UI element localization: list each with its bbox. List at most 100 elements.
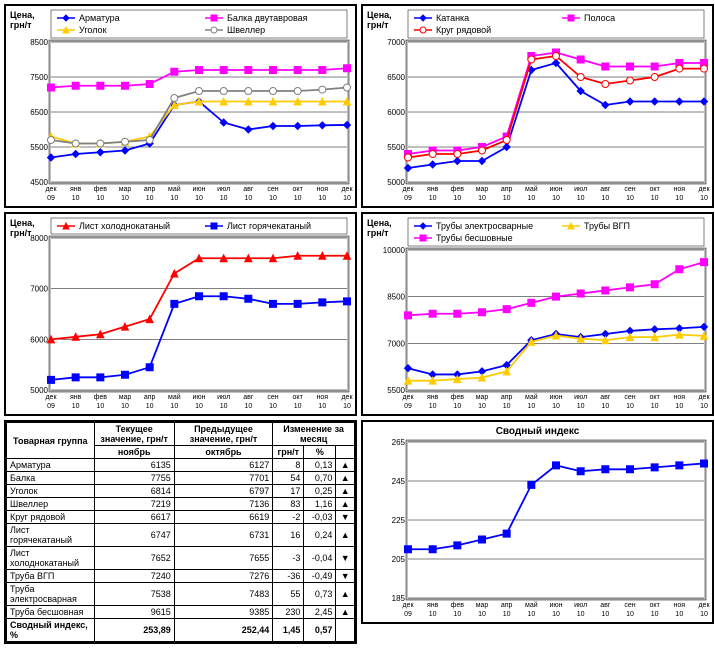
svg-text:мар: мар [119,186,132,193]
svg-text:10: 10 [626,403,634,410]
svg-text:авг: авг [243,394,254,401]
svg-text:сен: сен [624,394,635,401]
svg-text:09: 09 [47,195,55,202]
col-current: Текущее значение, грн/т [94,423,174,446]
svg-text:10: 10 [146,195,154,202]
table-summary-row: Сводный индекс, %253,89252,441,450,57 [7,619,355,642]
svg-text:6000: 6000 [30,335,48,344]
svg-text:фев: фев [451,186,465,193]
svg-text:мар: мар [476,186,489,193]
svg-text:ноя: ноя [674,602,686,609]
summary-table-panel: Товарная группаТекущее значение, грн/тПр… [4,420,357,644]
svg-text:дек: дек [402,394,414,401]
svg-text:июл: июл [574,394,587,401]
svg-text:окт: окт [293,394,304,401]
svg-text:авг: авг [600,602,611,609]
svg-text:фев: фев [451,602,465,609]
svg-text:июн: июн [549,602,562,609]
svg-text:окт: окт [650,602,661,609]
table-row: Арматура6135612780,13▲ [7,459,355,472]
svg-text:июл: июл [574,186,587,193]
svg-text:авг: авг [243,186,254,193]
svg-text:мар: мар [476,394,489,401]
svg-text:апр: апр [501,394,513,401]
col-arrow [336,446,355,459]
dashboard-grid: АрматураБалка двутавроваяУголокШвеллерЦе… [4,4,711,644]
svg-text:Лист холоднокатаный: Лист холоднокатаный [79,221,170,231]
svg-text:ноя: ноя [317,186,329,193]
svg-text:10: 10 [601,195,609,202]
svg-text:10: 10 [318,403,326,410]
svg-text:окт: окт [293,186,304,193]
svg-text:10: 10 [195,195,203,202]
svg-text:10: 10 [527,403,535,410]
svg-text:09: 09 [47,403,55,410]
svg-text:фев: фев [94,186,108,193]
svg-text:10: 10 [294,195,302,202]
svg-text:10: 10 [651,403,659,410]
table-row: Круг рядовой66176619-2-0,03▼ [7,511,355,524]
svg-text:апр: апр [501,602,513,609]
svg-text:10: 10 [577,403,585,410]
svg-text:авг: авг [600,186,611,193]
svg-text:окт: окт [650,186,661,193]
svg-text:июн: июн [549,186,562,193]
svg-text:май: май [525,393,538,401]
svg-text:10: 10 [675,403,683,410]
svg-text:10: 10 [72,195,80,202]
svg-text:10: 10 [626,195,634,202]
svg-text:10: 10 [577,195,585,202]
svg-text:июн: июн [192,186,205,193]
svg-text:Трубы электросварные: Трубы электросварные [436,221,533,231]
svg-text:июл: июл [217,186,230,193]
svg-text:10: 10 [146,403,154,410]
svg-text:10: 10 [552,195,560,202]
svg-text:фев: фев [451,394,465,401]
svg-text:10: 10 [503,195,511,202]
svg-text:Уголок: Уголок [79,25,107,35]
svg-text:мар: мар [476,602,489,609]
svg-text:ноя: ноя [674,186,686,193]
svg-text:10: 10 [269,403,277,410]
svg-text:10: 10 [478,195,486,202]
svg-text:Цена,: Цена, [367,10,392,20]
svg-text:7500: 7500 [30,73,48,82]
svg-text:Цена,: Цена, [10,10,35,20]
svg-text:10: 10 [626,611,634,618]
col-prev: Предыдущее значение, грн/т [174,423,272,446]
svg-text:Сводный индекс: Сводный индекс [496,426,580,437]
svg-text:10: 10 [170,195,178,202]
svg-text:дек: дек [698,186,710,193]
svg-text:дек: дек [402,186,414,193]
col-change-pct: % [304,446,336,459]
svg-text:10: 10 [552,403,560,410]
svg-text:10: 10 [651,611,659,618]
svg-text:10: 10 [244,195,252,202]
svg-text:май: май [525,601,538,609]
svg-text:дек: дек [341,186,353,193]
svg-text:окт: окт [650,394,661,401]
svg-text:грн/т: грн/т [367,228,389,238]
svg-text:7000: 7000 [387,339,405,348]
svg-text:6500: 6500 [30,108,48,117]
svg-text:грн/т: грн/т [10,228,32,238]
svg-text:8500: 8500 [30,38,48,47]
svg-text:8000: 8000 [30,234,48,243]
svg-text:июн: июн [549,394,562,401]
svg-text:10: 10 [503,403,511,410]
svg-text:янв: янв [427,602,439,609]
svg-text:июл: июл [574,602,587,609]
svg-text:10: 10 [453,611,461,618]
svg-text:Цена,: Цена, [367,218,392,228]
svg-text:апр: апр [144,186,156,193]
svg-text:Лист горячекатаный: Лист горячекатаный [227,221,311,231]
table-row: Лист горячекатаный67476731160,24▲ [7,524,355,547]
svg-text:6500: 6500 [387,73,405,82]
svg-text:10: 10 [527,195,535,202]
svg-text:Круг рядовой: Круг рядовой [436,25,491,35]
svg-text:апр: апр [501,186,513,193]
svg-text:7000: 7000 [387,38,405,47]
svg-text:10: 10 [318,195,326,202]
svg-text:мар: мар [119,394,132,401]
svg-text:10: 10 [503,611,511,618]
